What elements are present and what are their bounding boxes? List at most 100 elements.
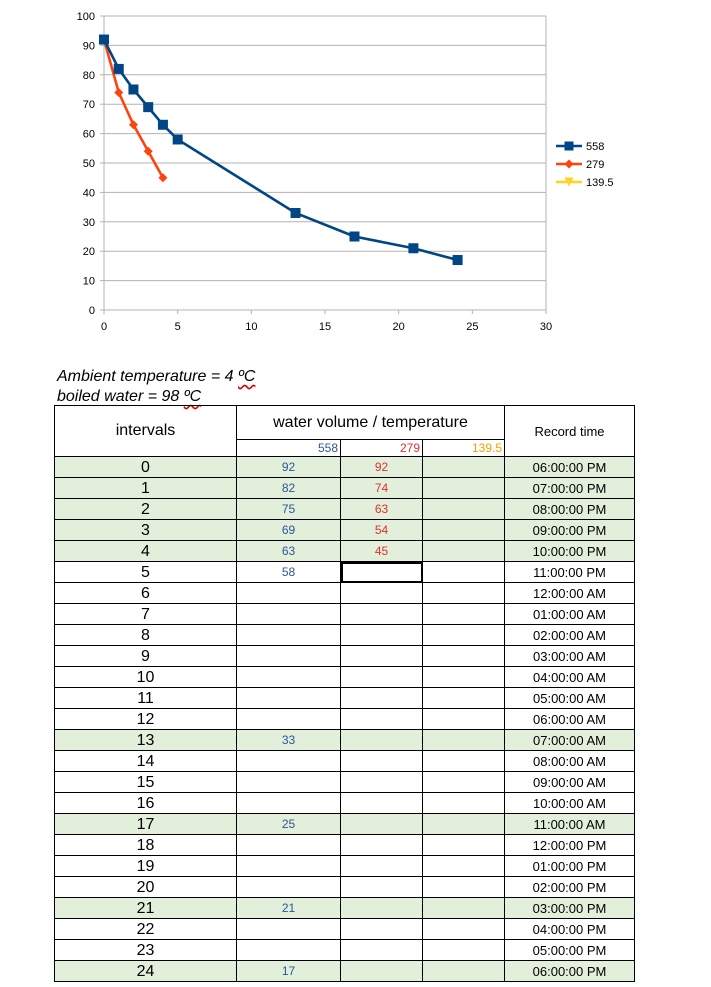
record-time-cell[interactable]: 04:00:00 PM [504, 918, 635, 940]
volume-139-cell[interactable] [422, 498, 505, 520]
volume-139-cell[interactable] [422, 666, 505, 688]
interval-cell[interactable]: 17 [54, 813, 237, 835]
volume-558-cell[interactable] [236, 708, 341, 730]
record-time-cell[interactable]: 09:00:00 AM [504, 771, 635, 793]
volume-279-cell[interactable] [340, 939, 423, 961]
volume-279-cell[interactable] [340, 645, 423, 667]
record-time-cell[interactable]: 06:00:00 PM [504, 960, 635, 982]
interval-cell[interactable]: 8 [54, 624, 237, 646]
volume-279-cell[interactable] [340, 918, 423, 940]
volume-558-cell[interactable]: 75 [236, 498, 341, 520]
record-time-cell[interactable]: 12:00:00 PM [504, 834, 635, 856]
volume-279-cell[interactable] [340, 666, 423, 688]
volume-139-cell[interactable] [422, 624, 505, 646]
record-time-cell[interactable]: 03:00:00 PM [504, 897, 635, 919]
volume-139-header[interactable]: 139.5 [422, 439, 505, 457]
volume-279-cell[interactable] [340, 687, 423, 709]
volume-139-cell[interactable] [422, 687, 505, 709]
volume-279-cell[interactable] [340, 876, 423, 898]
record-time-cell[interactable]: 08:00:00 PM [504, 498, 635, 520]
volume-139-cell[interactable] [422, 939, 505, 961]
volume-279-cell[interactable] [340, 834, 423, 856]
volume-139-cell[interactable] [422, 813, 505, 835]
volume-279-cell[interactable]: 45 [340, 540, 423, 562]
interval-cell[interactable]: 16 [54, 792, 237, 814]
interval-cell[interactable]: 22 [54, 918, 237, 940]
header-intervals[interactable]: intervals [54, 405, 237, 457]
record-time-cell[interactable]: 05:00:00 PM [504, 939, 635, 961]
record-time-cell[interactable]: 01:00:00 AM [504, 603, 635, 625]
volume-558-cell[interactable] [236, 939, 341, 961]
record-time-cell[interactable]: 06:00:00 PM [504, 456, 635, 478]
volume-558-cell[interactable] [236, 855, 341, 877]
record-time-cell[interactable]: 11:00:00 PM [504, 561, 635, 583]
volume-279-cell[interactable] [340, 855, 423, 877]
record-time-cell[interactable]: 02:00:00 PM [504, 876, 635, 898]
volume-139-cell[interactable] [422, 876, 505, 898]
header-record-time[interactable]: Record time [504, 405, 635, 457]
interval-cell[interactable]: 2 [54, 498, 237, 520]
volume-139-cell[interactable] [422, 918, 505, 940]
volume-558-cell[interactable] [236, 666, 341, 688]
volume-139-cell[interactable] [422, 582, 505, 604]
interval-cell[interactable]: 9 [54, 645, 237, 667]
volume-558-cell[interactable] [236, 624, 341, 646]
volume-139-cell[interactable] [422, 855, 505, 877]
volume-139-cell[interactable] [422, 645, 505, 667]
volume-558-cell[interactable] [236, 645, 341, 667]
record-time-cell[interactable]: 08:00:00 AM [504, 750, 635, 772]
volume-279-header[interactable]: 279 [340, 439, 423, 457]
volume-558-header[interactable]: 558 [236, 439, 341, 457]
interval-cell[interactable]: 18 [54, 834, 237, 856]
volume-558-cell[interactable]: 17 [236, 960, 341, 982]
volume-279-cell[interactable]: 92 [340, 456, 423, 478]
record-time-cell[interactable]: 10:00:00 AM [504, 792, 635, 814]
volume-558-cell[interactable]: 33 [236, 729, 341, 751]
volume-279-cell[interactable]: 54 [340, 519, 423, 541]
volume-139-cell[interactable] [422, 750, 505, 772]
record-time-cell[interactable]: 07:00:00 AM [504, 729, 635, 751]
record-time-cell[interactable]: 11:00:00 AM [504, 813, 635, 835]
volume-558-cell[interactable] [236, 792, 341, 814]
volume-279-cell[interactable] [340, 708, 423, 730]
volume-279-cell[interactable]: 74 [340, 477, 423, 499]
volume-279-cell[interactable] [340, 813, 423, 835]
volume-558-cell[interactable] [236, 876, 341, 898]
interval-cell[interactable]: 14 [54, 750, 237, 772]
volume-279-cell[interactable] [340, 750, 423, 772]
volume-139-cell[interactable] [422, 456, 505, 478]
header-water-volume[interactable]: water volume / temperature [236, 405, 505, 440]
volume-139-cell[interactable] [422, 477, 505, 499]
volume-139-cell[interactable] [422, 834, 505, 856]
volume-139-cell[interactable] [422, 708, 505, 730]
interval-cell[interactable]: 4 [54, 540, 237, 562]
volume-558-cell[interactable]: 82 [236, 477, 341, 499]
record-time-cell[interactable]: 07:00:00 PM [504, 477, 635, 499]
volume-279-cell[interactable] [340, 729, 423, 751]
record-time-cell[interactable]: 10:00:00 PM [504, 540, 635, 562]
volume-139-cell[interactable] [422, 729, 505, 751]
record-time-cell[interactable]: 09:00:00 PM [504, 519, 635, 541]
interval-cell[interactable]: 19 [54, 855, 237, 877]
volume-139-cell[interactable] [422, 897, 505, 919]
volume-558-cell[interactable] [236, 750, 341, 772]
volume-558-cell[interactable] [236, 687, 341, 709]
record-time-cell[interactable]: 02:00:00 AM [504, 624, 635, 646]
volume-279-cell[interactable] [340, 582, 423, 604]
volume-558-cell[interactable]: 21 [236, 897, 341, 919]
volume-279-cell[interactable] [340, 960, 423, 982]
volume-279-cell[interactable] [340, 624, 423, 646]
volume-139-cell[interactable] [422, 792, 505, 814]
record-time-cell[interactable]: 03:00:00 AM [504, 645, 635, 667]
interval-cell[interactable]: 0 [54, 456, 237, 478]
volume-139-cell[interactable] [422, 960, 505, 982]
volume-558-cell[interactable] [236, 918, 341, 940]
interval-cell[interactable]: 24 [54, 960, 237, 982]
record-time-cell[interactable]: 01:00:00 PM [504, 855, 635, 877]
interval-cell[interactable]: 12 [54, 708, 237, 730]
record-time-cell[interactable]: 04:00:00 AM [504, 666, 635, 688]
volume-558-cell[interactable] [236, 582, 341, 604]
volume-139-cell[interactable] [422, 603, 505, 625]
volume-279-cell[interactable] [340, 792, 423, 814]
interval-cell[interactable]: 5 [54, 561, 237, 583]
